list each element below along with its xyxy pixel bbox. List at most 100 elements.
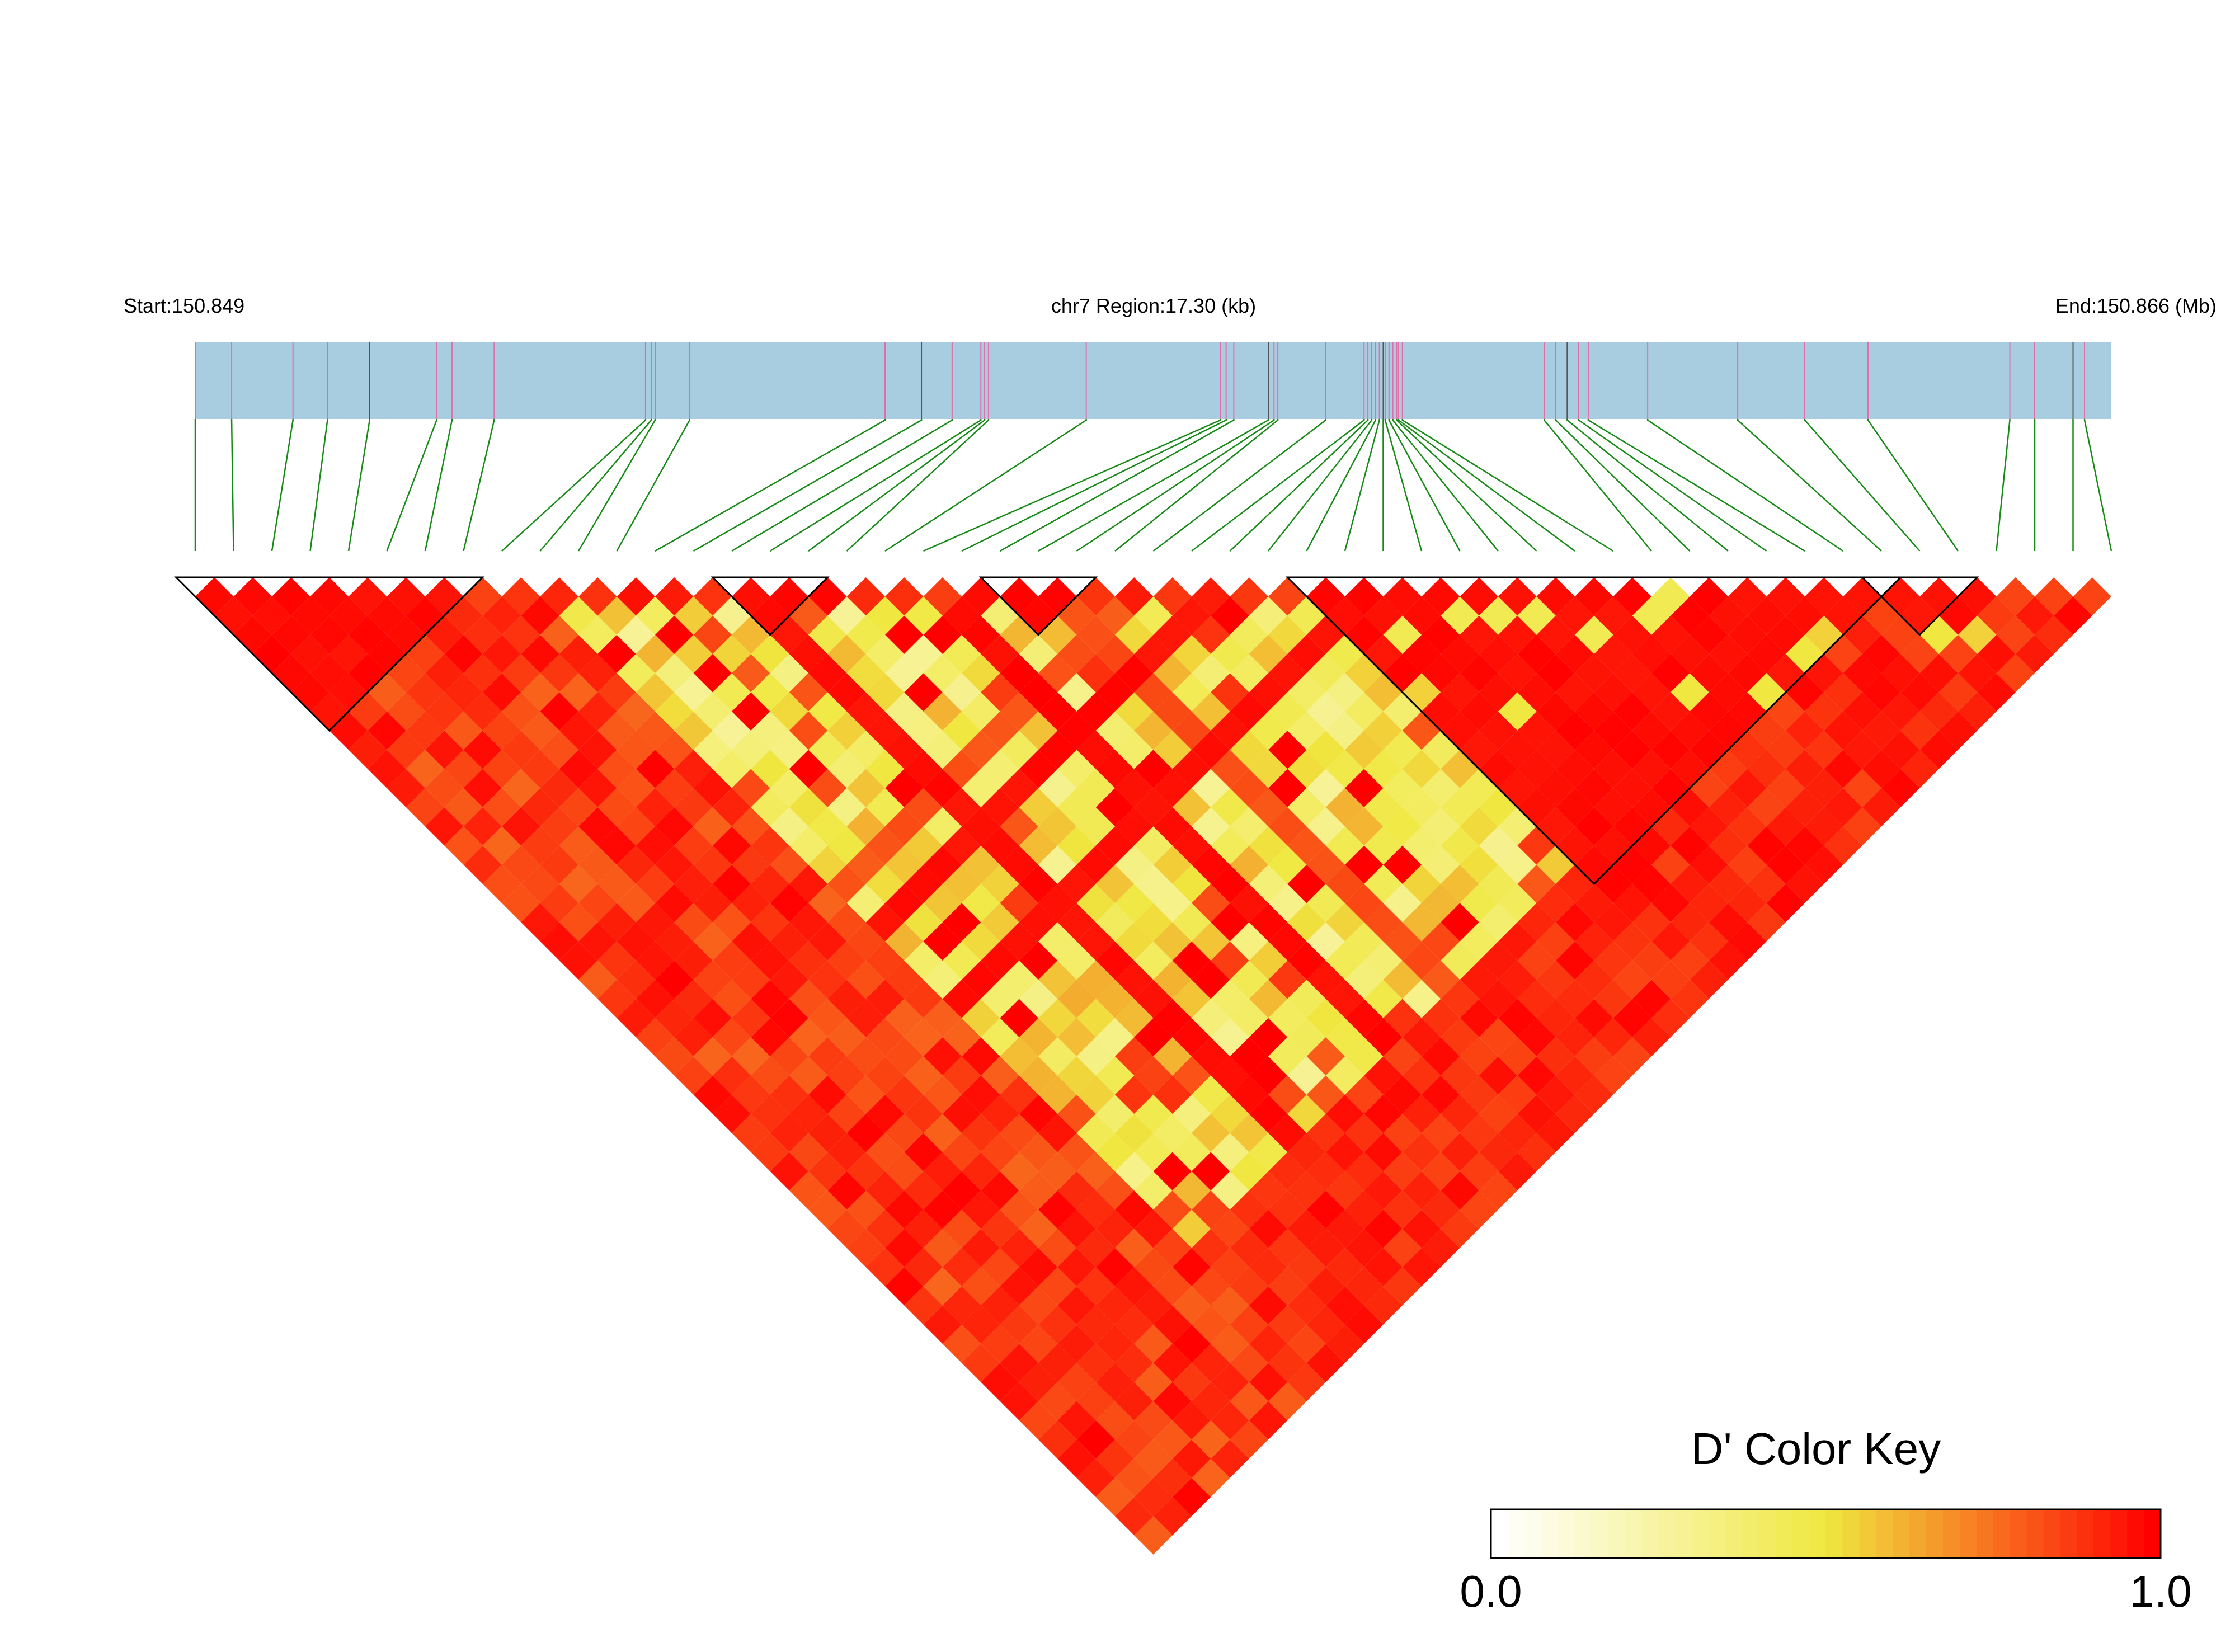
- snp-connector: [1543, 419, 1652, 552]
- color-key-step: [1742, 1509, 1759, 1558]
- snp-connector: [769, 419, 982, 552]
- color-key-step: [2110, 1509, 2128, 1558]
- color-key-step: [1825, 1509, 1843, 1558]
- snp-connector: [923, 419, 1221, 552]
- color-key-step: [1859, 1509, 1877, 1558]
- snp-connector: [1396, 419, 1537, 552]
- color-key-step: [1809, 1509, 1827, 1558]
- snp-connector: [1229, 419, 1369, 552]
- snp-connector: [731, 419, 953, 552]
- snp-connector: [539, 419, 652, 552]
- snp-connector: [1398, 419, 1575, 552]
- color-key-step: [1909, 1509, 1927, 1558]
- color-key-step: [1775, 1509, 1793, 1558]
- snp-connector: [1566, 419, 1729, 552]
- snp-connector: [1344, 419, 1380, 552]
- snp-connector: [846, 419, 990, 552]
- ld-block-outline: [978, 576, 1098, 636]
- color-key-step: [2093, 1509, 2111, 1558]
- ld-block-outlines: [174, 576, 1979, 886]
- snp-connector: [1392, 419, 1499, 552]
- color-key-step: [1625, 1509, 1643, 1558]
- color-key-step: [2010, 1509, 2027, 1558]
- color-key-step: [1792, 1509, 1810, 1558]
- snp-connector: [501, 419, 647, 552]
- snp-connector: [309, 419, 328, 552]
- color-key-border: [1490, 1508, 2162, 1559]
- ld-block-outline: [1285, 576, 1903, 886]
- color-key-step: [1725, 1509, 1743, 1558]
- color-key-step: [1608, 1509, 1626, 1558]
- color-key-step: [1993, 1509, 2011, 1558]
- color-key-step: [1558, 1509, 1575, 1558]
- snp-connector: [884, 419, 1087, 552]
- color-key-step: [1959, 1509, 1977, 1558]
- color-key-min-label: 0.0: [1460, 1566, 1522, 1616]
- color-key-step: [1491, 1509, 1508, 1558]
- color-key-step: [2127, 1509, 2144, 1558]
- color-key-max-label: 1.0: [2129, 1566, 2191, 1616]
- snp-connector: [424, 419, 453, 552]
- snp-connector: [463, 419, 495, 552]
- snp-connector: [271, 419, 294, 552]
- color-key-step: [1591, 1509, 1609, 1558]
- color-key-step: [1507, 1509, 1525, 1558]
- ld-cells: [195, 577, 2111, 1555]
- snp-connector: [577, 419, 656, 552]
- ld-block-outline: [1860, 576, 1979, 636]
- snp-connector: [347, 419, 370, 552]
- snp-connector: [1306, 419, 1377, 552]
- region-title-label: chr7 Region:17.30 (kb): [1051, 294, 1256, 317]
- color-key-step: [2026, 1509, 2044, 1558]
- color-key-step: [2043, 1509, 2061, 1558]
- region-end-label: End:150.866 (Mb): [2055, 294, 2217, 317]
- snp-connector: [616, 419, 690, 552]
- color-key-gradient: [1491, 1509, 2161, 1558]
- snp-connector: [1867, 419, 1959, 552]
- color-key-step: [1574, 1509, 1592, 1558]
- snp-connector: [655, 419, 886, 552]
- color-key-step: [1675, 1509, 1692, 1558]
- snp-connector: [999, 419, 1235, 552]
- snp-connector: [693, 419, 923, 552]
- color-key-step: [1692, 1509, 1709, 1558]
- color-key-step: [1876, 1509, 1893, 1558]
- ld-block-outline: [174, 576, 485, 732]
- snp-connector: [1401, 419, 1614, 552]
- snp-tick-marks: [195, 342, 2086, 419]
- snp-connector: [1578, 419, 1767, 552]
- color-key-step: [1758, 1509, 1776, 1558]
- ld-block-outline: [711, 576, 830, 636]
- snp-connector: [1114, 419, 1279, 552]
- snp-connector: [961, 419, 1227, 552]
- color-key-step: [1842, 1509, 1860, 1558]
- color-key-step: [2077, 1509, 2095, 1558]
- snp-connector: [1555, 419, 1691, 552]
- ld-cell: [2073, 577, 2111, 616]
- snp-connector: [1804, 419, 1921, 552]
- color-key-step: [1893, 1509, 1910, 1558]
- color-key-title: D' Color Key: [1691, 1424, 1941, 1474]
- snp-connector: [1646, 419, 1844, 552]
- snp-connector: [808, 419, 986, 552]
- snp-connector: [230, 419, 234, 552]
- snp-connector: [1152, 419, 1326, 552]
- snp-connector: [1737, 419, 1882, 552]
- region-start-label: Start:150.849: [124, 294, 244, 317]
- color-key-step: [1709, 1509, 1726, 1558]
- snp-connector: [1076, 419, 1275, 552]
- color-key-step: [1658, 1509, 1676, 1558]
- snp-connector: [1191, 419, 1365, 552]
- chromosome-track: [195, 342, 2111, 419]
- snp-connector: [1388, 419, 1461, 552]
- snp-connector: [2083, 419, 2112, 552]
- color-key-step: [1641, 1509, 1659, 1558]
- snp-connector: [1996, 419, 2011, 552]
- color-key-step: [1524, 1509, 1542, 1558]
- snp-connector: [1587, 419, 1805, 552]
- snp-connector: [1038, 419, 1269, 552]
- color-key-step: [1541, 1509, 1559, 1558]
- snp-connector: [1384, 419, 1423, 552]
- snp-connector: [1268, 419, 1373, 552]
